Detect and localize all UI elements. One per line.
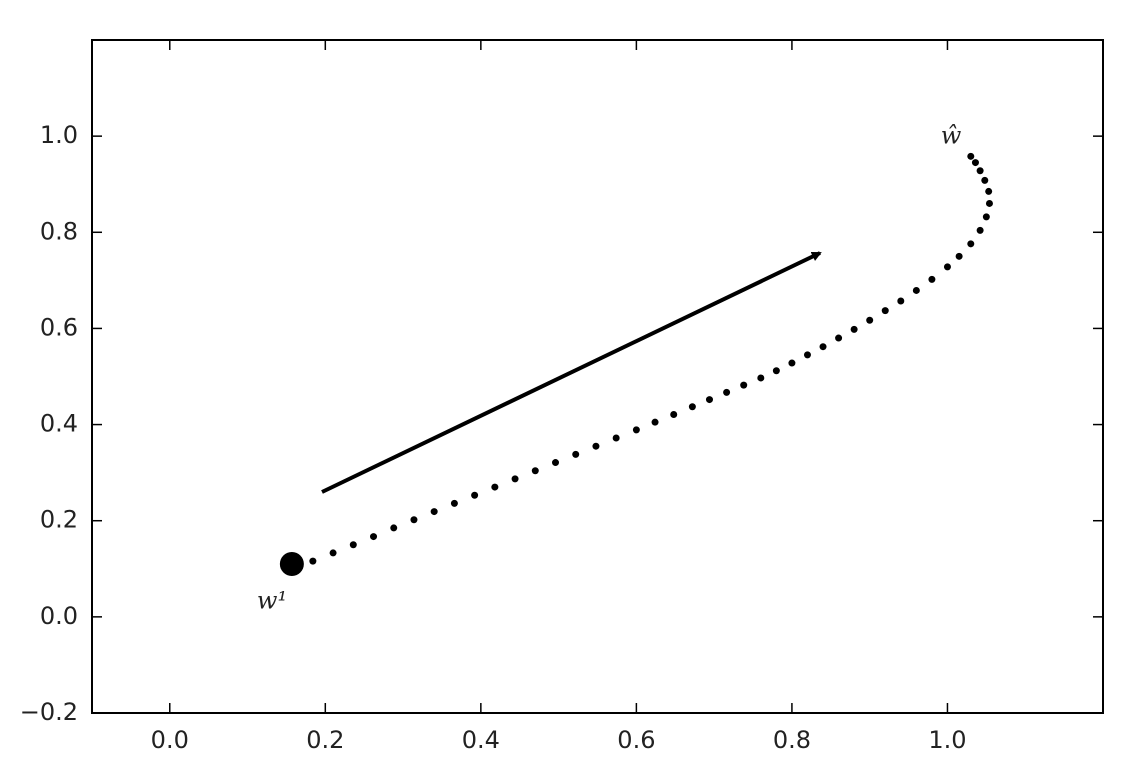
point — [976, 167, 984, 175]
point — [976, 226, 984, 234]
start-annotation: w¹ — [257, 587, 287, 615]
point — [985, 199, 993, 207]
point — [881, 307, 889, 315]
point — [967, 152, 975, 160]
point — [531, 467, 539, 475]
point — [450, 499, 458, 507]
point — [632, 426, 640, 434]
point — [572, 450, 580, 458]
point — [430, 508, 438, 516]
x-tick-label: 0.8 — [773, 726, 811, 754]
y-tick-label: 0.6 — [40, 313, 78, 341]
point — [471, 491, 479, 499]
x-tick-label: 0.6 — [617, 726, 655, 754]
point — [329, 549, 337, 557]
point — [912, 286, 920, 294]
point — [788, 359, 796, 367]
y-tick-label: 0.4 — [40, 410, 78, 438]
y-tick-label: 0.8 — [40, 217, 78, 245]
point — [943, 263, 951, 271]
point — [928, 275, 936, 283]
direction-arrow — [321, 251, 822, 494]
point — [740, 381, 748, 389]
point — [723, 388, 731, 396]
x-tick-label: 0.4 — [462, 726, 500, 754]
point — [705, 396, 713, 404]
point — [866, 316, 874, 324]
y-tick-label: −0.2 — [20, 698, 78, 726]
x-tick-label: 0.2 — [306, 726, 344, 754]
point — [981, 176, 989, 184]
point — [982, 213, 990, 221]
y-tick-label: 0.2 — [40, 506, 78, 534]
point — [592, 442, 600, 450]
point — [971, 159, 979, 167]
y-tick-label: 0.0 — [40, 602, 78, 630]
point — [688, 403, 696, 411]
point — [390, 524, 398, 532]
x-tick-label: 1.0 — [928, 726, 966, 754]
point — [850, 325, 858, 333]
point — [670, 410, 678, 418]
point — [349, 541, 357, 549]
point — [612, 434, 620, 442]
point — [897, 297, 905, 305]
point — [967, 240, 975, 248]
point — [279, 551, 304, 576]
point — [651, 418, 659, 426]
y-tick-label: 1.0 — [40, 121, 78, 149]
point — [757, 374, 765, 382]
point — [955, 252, 963, 260]
point — [309, 557, 317, 565]
point — [410, 516, 418, 524]
plot-frame — [91, 39, 1104, 714]
point — [803, 351, 811, 359]
point — [511, 475, 519, 483]
point — [772, 367, 780, 375]
point — [819, 343, 827, 351]
point — [835, 334, 843, 342]
point — [552, 459, 560, 467]
point — [370, 533, 378, 541]
end-annotation: ŵ — [941, 122, 962, 150]
point — [985, 187, 993, 195]
point — [491, 483, 499, 491]
x-tick-label: 0.0 — [151, 726, 189, 754]
